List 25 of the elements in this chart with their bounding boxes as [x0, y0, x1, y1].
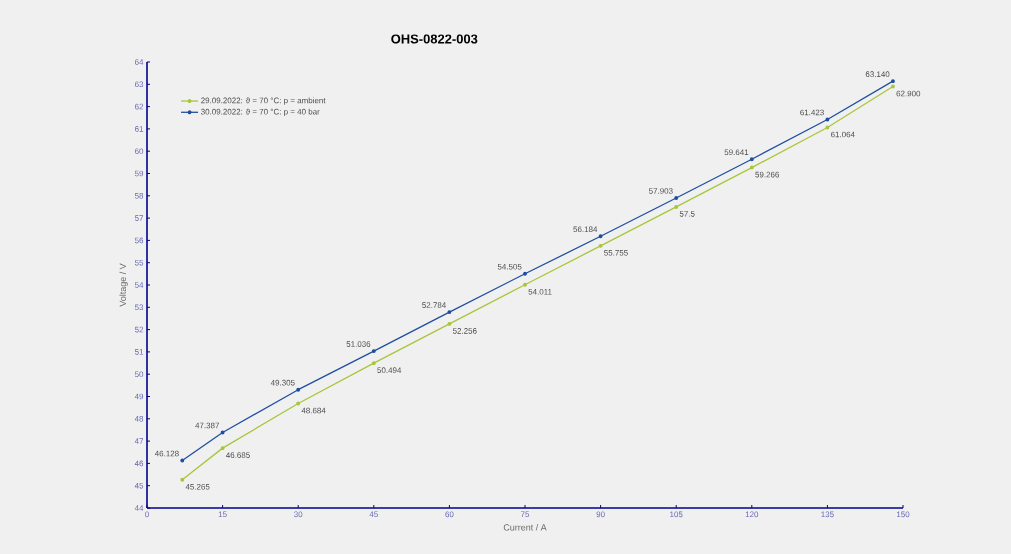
point [371, 361, 376, 366]
point [598, 243, 603, 248]
point [180, 477, 185, 482]
point [523, 282, 527, 287]
point [180, 458, 185, 463]
point [674, 205, 679, 209]
point [371, 349, 376, 354]
point [447, 321, 452, 326]
y-axis-title: Voltage / V [119, 263, 128, 307]
chart-title: OHS-0822-003 [391, 34, 478, 44]
point [296, 401, 301, 406]
point [296, 387, 301, 392]
x-axis-title: Current / A [503, 524, 547, 531]
point [825, 117, 830, 122]
point [598, 234, 603, 239]
point [220, 446, 225, 451]
point [447, 310, 452, 315]
point [890, 79, 895, 84]
point [220, 430, 225, 435]
point [749, 157, 754, 162]
point [674, 196, 679, 200]
point [890, 84, 895, 89]
point [825, 125, 830, 130]
point [523, 271, 527, 276]
point [749, 165, 754, 170]
